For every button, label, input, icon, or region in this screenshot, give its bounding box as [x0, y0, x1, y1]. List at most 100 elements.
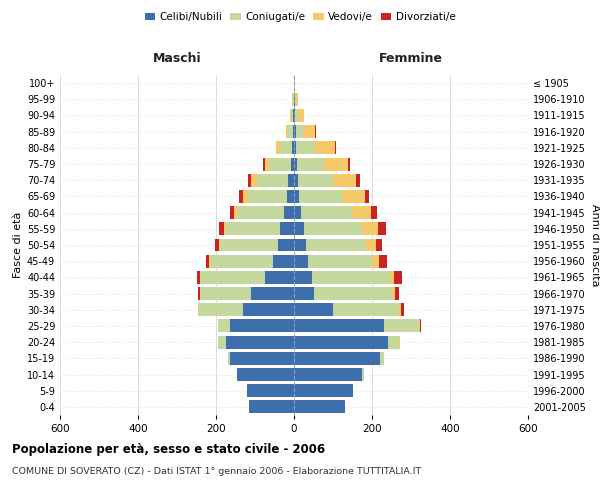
Bar — [299, 190, 341, 203]
Bar — [295, 109, 298, 122]
Bar — [294, 190, 299, 203]
Bar — [293, 109, 294, 122]
Bar — [272, 254, 294, 268]
Bar — [235, 206, 238, 219]
Bar — [362, 222, 378, 235]
Bar — [265, 271, 294, 284]
Bar — [219, 238, 220, 252]
Bar — [395, 287, 400, 300]
Bar — [244, 304, 294, 316]
Bar — [236, 368, 238, 381]
Bar — [247, 384, 294, 397]
Bar — [301, 206, 352, 219]
Bar — [226, 222, 280, 235]
Bar — [244, 190, 248, 203]
Bar — [389, 271, 394, 284]
Bar — [288, 125, 293, 138]
Bar — [362, 368, 364, 381]
Bar — [248, 174, 251, 186]
Bar — [352, 206, 371, 219]
Bar — [286, 125, 288, 138]
Bar — [248, 190, 287, 203]
Bar — [251, 174, 257, 186]
Bar — [291, 109, 293, 122]
Bar — [296, 93, 298, 106]
Bar — [277, 142, 280, 154]
Bar — [294, 304, 333, 316]
Bar — [341, 190, 365, 203]
Bar — [378, 222, 386, 235]
Bar — [265, 158, 269, 170]
Bar — [388, 336, 400, 348]
Bar — [295, 93, 296, 106]
Bar — [294, 352, 380, 365]
Bar — [219, 222, 224, 235]
Bar — [294, 158, 297, 170]
Bar — [294, 336, 388, 348]
Bar — [335, 142, 336, 154]
Bar — [384, 320, 419, 332]
Bar — [199, 304, 244, 316]
Bar — [251, 287, 294, 300]
Bar — [366, 238, 376, 252]
Bar — [304, 222, 362, 235]
Bar — [284, 206, 294, 219]
Bar — [294, 206, 301, 219]
Bar — [294, 174, 298, 186]
Bar — [298, 109, 304, 122]
Bar — [308, 254, 372, 268]
Bar — [333, 174, 356, 186]
Bar — [294, 254, 308, 268]
Bar — [257, 174, 288, 186]
Bar — [230, 352, 294, 365]
Bar — [306, 238, 366, 252]
Bar — [287, 190, 294, 203]
Bar — [197, 271, 200, 284]
Bar — [348, 158, 350, 170]
Y-axis label: Fasce di età: Fasce di età — [13, 212, 23, 278]
Bar — [419, 320, 421, 332]
Bar — [280, 142, 292, 154]
Bar — [288, 174, 294, 186]
Bar — [238, 368, 294, 381]
Bar — [230, 320, 294, 332]
Bar — [278, 238, 294, 252]
Bar — [372, 254, 379, 268]
Text: Popolazione per età, sesso e stato civile - 2006: Popolazione per età, sesso e stato civil… — [12, 442, 325, 456]
Bar — [294, 368, 362, 381]
Bar — [371, 206, 377, 219]
Bar — [394, 271, 402, 284]
Bar — [269, 158, 291, 170]
Bar — [280, 222, 294, 235]
Bar — [239, 190, 244, 203]
Bar — [210, 254, 272, 268]
Bar — [198, 287, 200, 300]
Bar — [311, 271, 389, 284]
Bar — [291, 158, 294, 170]
Bar — [325, 158, 348, 170]
Bar — [379, 254, 387, 268]
Bar — [249, 400, 294, 413]
Bar — [304, 125, 316, 138]
Bar — [215, 238, 219, 252]
Bar — [226, 336, 294, 348]
Bar — [292, 93, 293, 106]
Bar — [380, 352, 385, 365]
Bar — [297, 158, 325, 170]
Bar — [294, 238, 306, 252]
Bar — [294, 320, 384, 332]
Bar — [333, 304, 400, 316]
Bar — [209, 254, 210, 268]
Bar — [206, 254, 209, 268]
Bar — [400, 304, 401, 316]
Bar — [296, 125, 304, 138]
Bar — [292, 142, 294, 154]
Bar — [392, 287, 395, 300]
Bar — [238, 206, 284, 219]
Bar — [200, 287, 251, 300]
Bar — [294, 222, 304, 235]
Bar — [228, 352, 230, 365]
Bar — [294, 271, 311, 284]
Bar — [316, 142, 335, 154]
Bar — [290, 109, 291, 122]
